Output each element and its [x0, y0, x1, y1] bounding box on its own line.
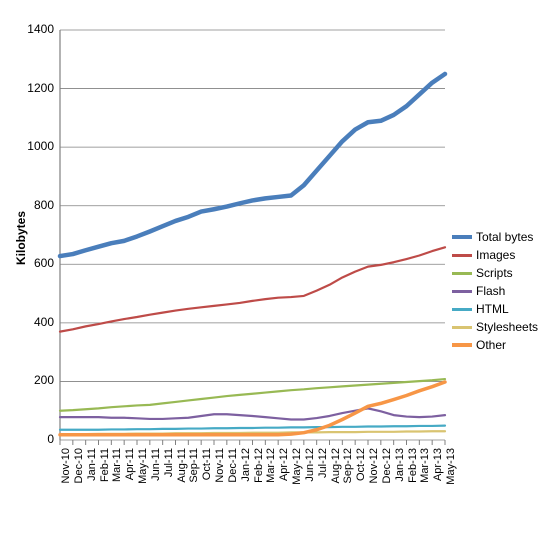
legend-item: Other: [452, 338, 538, 352]
x-tick-label: Oct-12: [355, 448, 367, 498]
x-tick-label: Aug-12: [330, 448, 342, 498]
y-tick-label: 600: [0, 256, 54, 270]
x-tick-label: May-13: [445, 448, 457, 498]
x-tick-label: May-11: [137, 448, 149, 498]
x-tick-label: Nov-12: [368, 448, 380, 498]
legend-label: Images: [476, 248, 515, 262]
x-tick-label: Mar-11: [111, 448, 123, 498]
legend-swatch: [452, 272, 472, 275]
x-tick-label: Dec-11: [227, 448, 239, 498]
y-tick-label: 200: [0, 373, 54, 387]
y-tick-label: 0: [0, 432, 54, 446]
legend-item: Scripts: [452, 266, 538, 280]
y-tick-label: 1200: [0, 81, 54, 95]
x-tick-label: Apr-13: [432, 448, 444, 498]
x-tick-label: Feb-13: [407, 448, 419, 498]
x-tick-label: Jul-11: [163, 448, 175, 498]
x-tick-label: Apr-12: [278, 448, 290, 498]
legend-label: Flash: [476, 284, 505, 298]
legend-item: Stylesheets: [452, 320, 538, 334]
x-tick-label: May-12: [291, 448, 303, 498]
x-tick-label: Feb-12: [253, 448, 265, 498]
x-tick-label: Jul-12: [317, 448, 329, 498]
legend-label: HTML: [476, 302, 509, 316]
x-tick-label: Dec-10: [73, 448, 85, 498]
x-tick-label: Jun-11: [150, 448, 162, 498]
legend-swatch: [452, 343, 472, 347]
x-tick-label: Dec-12: [381, 448, 393, 498]
legend-label: Other: [476, 338, 506, 352]
x-tick-label: Nov-10: [60, 448, 72, 498]
x-tick-label: Jan-13: [394, 448, 406, 498]
legend-swatch: [452, 326, 472, 329]
line-chart: Kilobytes Total bytesImagesScriptsFlashH…: [0, 0, 550, 539]
x-tick-label: Aug-11: [176, 448, 188, 498]
y-tick-label: 1400: [0, 22, 54, 36]
x-tick-label: Nov-11: [214, 448, 226, 498]
legend-swatch: [452, 308, 472, 311]
x-tick-label: Jun-12: [304, 448, 316, 498]
x-tick-label: Mar-13: [419, 448, 431, 498]
x-tick-label: Sep-12: [342, 448, 354, 498]
x-tick-label: Sep-11: [188, 448, 200, 498]
x-tick-label: Apr-11: [124, 448, 136, 498]
legend: Total bytes Images Scripts Flash HTML Stylesh…: [452, 230, 538, 356]
x-tick-label: Mar-12: [265, 448, 277, 498]
legend-item: Images: [452, 248, 538, 262]
x-tick-label: Jan-12: [240, 448, 252, 498]
x-tick-label: Oct-11: [201, 448, 213, 498]
legend-swatch: [452, 254, 472, 257]
y-tick-label: 400: [0, 315, 54, 329]
legend-item: Total bytes: [452, 230, 538, 244]
y-tick-label: 1000: [0, 139, 54, 153]
legend-item: HTML: [452, 302, 538, 316]
legend-swatch: [452, 290, 472, 293]
legend-label: Total bytes: [476, 230, 533, 244]
legend-label: Scripts: [476, 266, 513, 280]
legend-label: Stylesheets: [476, 320, 538, 334]
x-tick-label: Jan-11: [86, 448, 98, 498]
legend-swatch: [452, 235, 472, 240]
y-tick-label: 800: [0, 198, 54, 212]
legend-item: Flash: [452, 284, 538, 298]
x-tick-label: Feb-11: [99, 448, 111, 498]
